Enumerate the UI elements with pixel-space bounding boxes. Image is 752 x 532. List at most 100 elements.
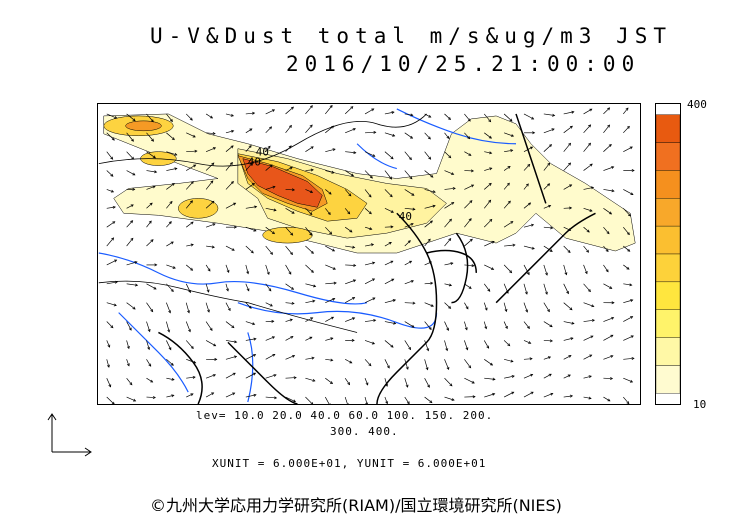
wind-arrow-head (587, 288, 591, 293)
wind-arrow-head (293, 376, 297, 380)
wind-arrow (623, 208, 631, 217)
wind-arrow-head (212, 132, 216, 136)
wind-arrow-head (246, 288, 250, 292)
wind-arrow (603, 334, 614, 341)
wind-arrow-head (331, 125, 335, 129)
wind-arrow-head (591, 318, 596, 322)
wind-arrow (285, 302, 295, 304)
wind-arrow (404, 321, 415, 328)
wind-arrow-head (312, 378, 316, 382)
wind-arrow (245, 372, 256, 379)
wind-arrow-head (571, 110, 575, 114)
wind-arrow-head (568, 355, 572, 358)
credit-text: ©九州大学応用力学研究所(RIAM)/国立環境研究所(NIES) (150, 496, 562, 515)
wind-arrow (344, 396, 348, 404)
wind-arrow (126, 396, 136, 402)
wind-arrow (384, 278, 394, 285)
wind-arrow (464, 132, 470, 139)
wind-arrow (464, 340, 468, 350)
wind-arrow-head (253, 228, 257, 232)
wind-arrow-head (609, 286, 613, 289)
wind-arrow (444, 132, 450, 139)
wind-arrow (265, 109, 275, 115)
wind-arrow-head (365, 382, 369, 386)
wind-arrow-head (131, 138, 134, 142)
wind-arrow (424, 132, 431, 140)
wind-arrow-head (108, 384, 112, 388)
wind-arrow (384, 170, 392, 180)
wind-arrow-head (549, 339, 554, 343)
wind-arrow (305, 226, 312, 236)
wind-arrow (464, 359, 472, 369)
wind-arrow (166, 183, 175, 190)
wind-arrow (484, 183, 492, 190)
wind-arrow (504, 149, 513, 153)
wind-arrow-head (409, 176, 413, 180)
wind-arrow-head (484, 326, 488, 330)
wind-arrow-head (213, 343, 217, 347)
wind-arrow (146, 113, 154, 123)
wind-arrow (543, 373, 552, 379)
wind-arrow-head (467, 118, 471, 122)
wind-arrow-head (525, 309, 529, 313)
wind-arrow-head (192, 375, 196, 379)
wind-arrow (225, 113, 234, 117)
wind-arrow-head (451, 398, 455, 401)
wind-arrow-head (309, 105, 313, 109)
wind-arrow-head (530, 146, 534, 150)
wind-arrow-head (510, 134, 515, 137)
wind-arrow-head (248, 305, 252, 309)
wind-arrow-head (627, 213, 631, 217)
wind-arrow-head (450, 262, 454, 265)
wind-arrow (205, 392, 214, 398)
wind-arrow (603, 396, 611, 402)
wind-arrow-head (630, 192, 634, 195)
wind-arrow (603, 189, 615, 192)
wind-arrow (504, 244, 515, 247)
wind-arrow (583, 124, 591, 134)
wind-arrow (345, 245, 355, 248)
wind-arrow-head (313, 284, 317, 288)
wind-arrow (305, 283, 316, 287)
wind-arrow-head (630, 299, 634, 303)
wind-arrow (464, 113, 471, 122)
wind-arrow-head (390, 156, 394, 160)
wind-arrow-head (469, 200, 473, 204)
wind-arrow (305, 189, 313, 193)
wind-arrow-head (114, 280, 118, 284)
wind-arrow-head (510, 221, 514, 224)
wind-arrow (623, 189, 634, 195)
wind-arrow (503, 391, 514, 398)
wind-arrow (186, 150, 197, 153)
wind-arrow (464, 200, 473, 209)
wind-arrow-head (524, 291, 528, 295)
wind-arrow-head (250, 250, 254, 254)
wind-arrow-head (584, 271, 588, 275)
wind-arrow (305, 336, 313, 341)
wind-arrow (464, 151, 472, 156)
wind-arrow-head (207, 268, 211, 272)
wind-arrow (444, 262, 453, 266)
wind-arrow-head (106, 364, 110, 368)
wind-arrow-head (309, 124, 313, 128)
wind-arrow-head (170, 288, 174, 292)
wind-arrow-head (352, 297, 356, 300)
wind-arrow (146, 377, 153, 383)
wind-arrow (185, 264, 193, 271)
wind-arrow (325, 226, 332, 235)
wind-arrow-head (448, 305, 452, 309)
wind-arrow (146, 132, 154, 142)
wind-arrow-head (271, 319, 275, 323)
wind-arrow-head (446, 135, 450, 140)
wind-arrow-head (391, 278, 395, 282)
wind-arrow (603, 283, 612, 289)
wind-arrow-head (371, 261, 376, 265)
wind-arrow-head (333, 281, 337, 285)
wind-arrow (583, 143, 591, 152)
wind-arrow (444, 113, 451, 120)
wind-arrow (364, 340, 375, 345)
wind-arrow-head (212, 373, 217, 377)
wind-arrow (563, 162, 571, 171)
wind-arrow (166, 377, 175, 381)
wind-arrow-head (131, 156, 135, 160)
